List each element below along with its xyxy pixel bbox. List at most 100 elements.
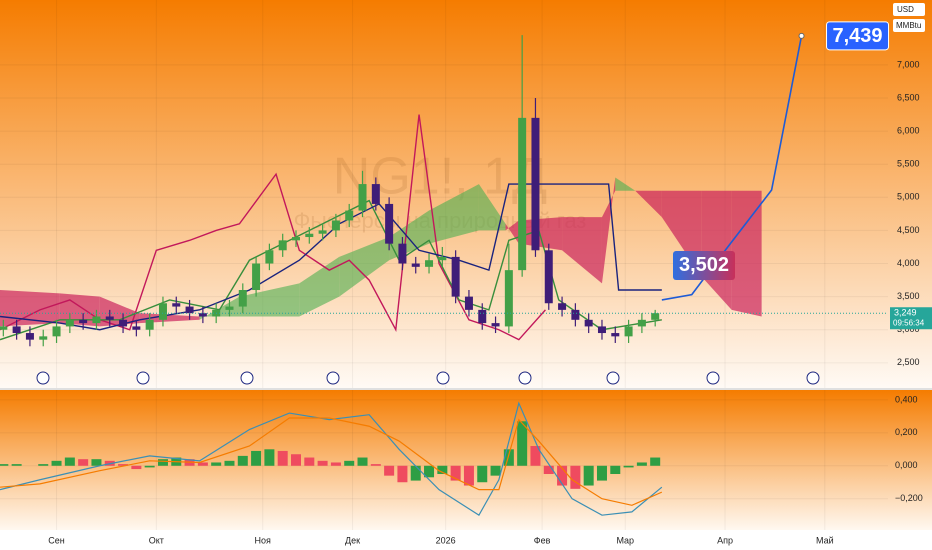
y-tick-label: 6,500: [897, 92, 920, 102]
macd-histogram-bar: [557, 465, 568, 486]
unit: MMBtu: [896, 21, 921, 30]
macd-histogram-bar: [118, 464, 129, 466]
macd-histogram-bar: [11, 464, 22, 466]
unit-box[interactable]: [893, 19, 925, 32]
cloud-segment: [139, 313, 200, 324]
macd-histogram-bar: [91, 459, 102, 466]
watermark-symbol: NG1!, 1Д: [333, 148, 547, 206]
candle-body: [238, 290, 247, 307]
macd-histogram-bar: [370, 464, 381, 466]
macd-histogram-bar: [64, 457, 75, 466]
last-price-box: [890, 307, 932, 330]
candle-body: [411, 263, 420, 267]
macd-histogram-bar: [503, 449, 514, 466]
candle-body: [0, 326, 8, 330]
countdown-label: 09:56:34: [893, 318, 925, 327]
candle-body: [25, 333, 34, 340]
macd-histogram-bar: [357, 457, 368, 466]
candle-body: [132, 326, 141, 330]
candle-body: [385, 203, 394, 244]
candle-body: [597, 326, 606, 334]
currency-box[interactable]: [893, 3, 925, 16]
y-tick-label: 4,000: [897, 258, 920, 268]
macd-histogram-bar: [131, 465, 142, 470]
macd-histogram-bar: [596, 465, 607, 481]
candle-body: [464, 296, 473, 310]
candle-body: [518, 117, 527, 271]
event-icons: [36, 371, 820, 385]
candle-body: [39, 336, 48, 340]
macd-histogram-bar: [410, 465, 421, 481]
y-tick-label: 5,000: [897, 192, 920, 202]
cloud-segment: [299, 256, 340, 317]
annotation-label: 3,502: [673, 251, 735, 280]
last-price-label: 3,249: [894, 308, 917, 318]
event-icon[interactable]: [806, 371, 820, 385]
candle-body: [491, 323, 500, 327]
macd-histogram-bar: [397, 465, 408, 483]
event-icon[interactable]: [36, 371, 50, 385]
macd-histogram-bar: [583, 465, 594, 486]
event-icon[interactable]: [518, 371, 532, 385]
macd-histogram-bar: [610, 465, 621, 474]
x-tick-label: Окт: [149, 535, 164, 545]
cloud-segment: [601, 177, 616, 284]
macd-histogram-bar: [0, 464, 9, 466]
y-tick-label: 0,200: [895, 427, 918, 437]
cloud-segment: [339, 237, 390, 297]
candle-body: [584, 319, 593, 327]
candle-body: [504, 270, 513, 327]
cloud-segment: [562, 217, 602, 284]
x-tick-label: 2026: [436, 535, 456, 545]
event-icon[interactable]: [436, 371, 450, 385]
y-tick-label: −0,200: [895, 493, 923, 503]
x-tick-label: Сен: [48, 535, 65, 545]
candle-body: [345, 210, 354, 221]
event-icon[interactable]: [136, 371, 150, 385]
macd-histogram-bar: [264, 449, 275, 466]
x-tick-label: Мар: [616, 535, 634, 545]
macd-histogram-bar: [570, 465, 581, 489]
cloud-segment: [239, 283, 300, 317]
cloud-segment: [701, 190, 732, 310]
macd-line: [0, 401, 663, 517]
macd-histogram-bar: [344, 460, 355, 466]
candle-body: [624, 326, 633, 337]
macd-histogram-bar: [623, 465, 634, 468]
event-icon[interactable]: [606, 371, 620, 385]
candle-body: [438, 256, 447, 261]
candle-body: [79, 319, 88, 324]
y-tick-label: 4,500: [897, 225, 920, 235]
candle-body: [185, 306, 194, 314]
macd-histogram-bar: [463, 465, 474, 486]
candle-body: [305, 233, 314, 238]
event-icon[interactable]: [706, 371, 720, 385]
candle-body: [105, 316, 114, 320]
candle-body: [451, 256, 460, 297]
forecast-label: 7,439: [832, 25, 882, 47]
y-tick-label: 2,500: [897, 357, 920, 367]
macd-histogram-bar: [490, 465, 501, 476]
candle-body: [398, 243, 407, 264]
candle-body: [651, 313, 660, 320]
candle-body: [425, 260, 434, 267]
macd-pane: [0, 390, 932, 530]
candle-body: [637, 319, 646, 327]
x-tick-label: Май: [816, 535, 834, 545]
candle-body: [544, 250, 553, 304]
event-icon[interactable]: [326, 371, 340, 385]
candle-body: [558, 303, 567, 310]
candle-body: [531, 117, 540, 251]
candle-body: [318, 230, 327, 234]
macd-histogram-bar: [251, 450, 262, 466]
cloud-segment: [731, 190, 762, 317]
candle-body: [358, 184, 367, 211]
event-icon[interactable]: [240, 371, 254, 385]
cloud-segment: [429, 184, 479, 244]
y-tick-label: 3,500: [897, 291, 920, 301]
macd-histogram-bar: [437, 465, 448, 474]
candle-body: [158, 303, 167, 320]
candle-body: [478, 309, 487, 324]
x-tick-label: Ноя: [255, 535, 272, 545]
candle-body: [145, 319, 154, 330]
